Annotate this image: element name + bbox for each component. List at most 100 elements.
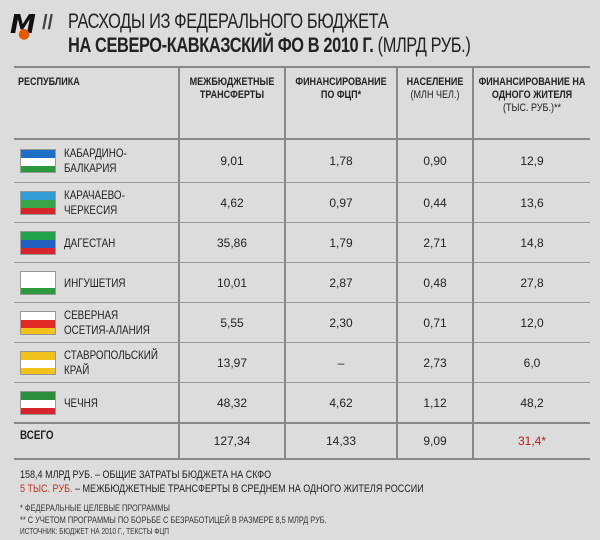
region-flag-icon: [20, 311, 56, 335]
footnote-fcp: * федеральные целевые программы: [20, 502, 590, 514]
header-population: Население (млн чел.): [398, 76, 472, 102]
cell-per-capita: 13,6: [520, 196, 544, 210]
title-line-1: Расходы из федерального бюджета: [68, 10, 389, 33]
column-divider: [472, 66, 474, 460]
table-row: Ингушетия 10,01 2,87 0,48 27,8: [14, 264, 590, 302]
flag-band: [21, 166, 55, 172]
note-average-value: 5 тыс. руб.: [20, 483, 73, 495]
footnote-unemployment: ** с учетом программы по борьбе с безраб…: [20, 514, 590, 526]
region-name-line-1: Северная: [64, 308, 119, 322]
region-name: Дагестан: [64, 236, 127, 251]
logo-dot-icon: ●: [18, 26, 30, 42]
page-title: Расходы из федерального бюджета на Север…: [68, 10, 471, 58]
region-flag-icon: [20, 149, 56, 173]
row-divider: [14, 302, 590, 303]
logo-letter: M: [10, 10, 36, 40]
region-flag-icon: [20, 351, 56, 375]
region-flag-icon: [20, 391, 56, 415]
header-fcp: Финансирование по ФЦП*: [286, 76, 396, 102]
cell-per-capita: 14,8: [520, 236, 544, 250]
flag-band: [21, 320, 55, 328]
table-row: Чечня 48,32 4,62 1,12 48,2: [14, 384, 590, 422]
cell-transfers: 5,55: [220, 316, 244, 330]
cell-population: 0,90: [423, 154, 447, 168]
flag-band: [21, 158, 55, 166]
header-fcp-label: Финансирование по ФЦП*: [295, 76, 387, 101]
header-bottom-line: [14, 138, 590, 140]
flag-band: [21, 408, 55, 414]
flag-band: [21, 248, 55, 254]
flag-band: [21, 200, 55, 208]
region-name: Ингушетия: [64, 276, 139, 291]
column-divider: [284, 66, 286, 460]
header-per-capita-label: Финансирование на одного жителя: [478, 76, 586, 101]
total-fcp: 14,33: [325, 434, 357, 448]
cell-population: 2,73: [423, 356, 447, 370]
cell-per-capita: 12,0: [520, 316, 544, 330]
table-row: Северная Осетия-Алания 5,55 2,30 0,71 12,0: [14, 304, 590, 342]
cell-transfers: 35,86: [216, 236, 248, 250]
column-divider: [396, 66, 398, 460]
cell-population: 0,44: [423, 196, 447, 210]
table-row: Дагестан 35,86 1,79 2,71 14,8: [14, 224, 590, 262]
region-name: Ставропольский край: [64, 348, 179, 378]
flag-band: [21, 288, 55, 294]
total-row: Всего 127,34 14,33 9,09 31,4*: [14, 424, 590, 458]
cell-fcp: 4,62: [329, 396, 353, 410]
title-line-2-text: на Северо-Кавказский ФО в 2010 г.: [68, 34, 374, 57]
header-population-unit: (млн чел.): [410, 89, 460, 101]
title-unit: (млрд руб.): [377, 34, 471, 57]
total-population: 9,09: [423, 434, 447, 448]
title-slashes: //: [42, 12, 54, 34]
table-row: Кабардино- Балкария 9,01 1,78 0,90 12,9: [14, 140, 590, 182]
region-name-line-2: край: [64, 363, 90, 377]
header-transfers-label: Межбюджетные трансферты: [189, 76, 275, 101]
row-divider: [14, 262, 590, 263]
cell-per-capita: 27,8: [520, 276, 544, 290]
flag-band: [21, 400, 55, 408]
notes: 158,4 млрд руб. – общие затраты бюджета …: [20, 468, 590, 538]
flag-band: [21, 352, 55, 360]
row-divider: [14, 222, 590, 223]
cell-fcp: –: [337, 356, 345, 370]
cell-fcp: 2,30: [329, 316, 353, 330]
region-name: Чечня: [64, 396, 105, 411]
region-name-line-2: Черкесия: [64, 203, 118, 217]
flag-band: [21, 280, 55, 288]
footnote-fcp-text: * федеральные целевые программы: [20, 503, 170, 513]
header-population-label: Население: [406, 76, 464, 88]
flag-band: [21, 328, 55, 334]
cell-per-capita: 12,9: [520, 154, 544, 168]
region-name-line-1: Ингушетия: [64, 275, 126, 290]
region-flag-icon: [20, 231, 56, 255]
region-name: Северная Осетия-Алания: [64, 308, 169, 338]
cell-transfers: 10,01: [216, 276, 248, 290]
cell-fcp: 0,97: [329, 196, 353, 210]
cell-population: 2,71: [423, 236, 447, 250]
total-top-line: [14, 422, 590, 424]
region-flag-icon: [20, 191, 56, 215]
cell-population: 0,71: [423, 316, 447, 330]
region-name: Кабардино- Балкария: [64, 146, 141, 176]
total-transfers: 127,34: [213, 434, 251, 448]
region-name-line-1: Кабардино-: [64, 146, 127, 160]
region-flag-icon: [20, 271, 56, 295]
region-name-line-1: Чечня: [64, 395, 98, 410]
cell-per-capita: 48,2: [520, 396, 544, 410]
header-per-capita-unit: (тыс. руб.)**: [502, 102, 562, 114]
region-name-line-1: Ставропольский: [64, 348, 158, 362]
note-average-transfer: 5 тыс. руб. – межбюджетные трансферты в …: [20, 482, 590, 496]
table-row: Ставропольский край 13,97 – 2,73 6,0: [14, 344, 590, 382]
region-name-line-1: Дагестан: [64, 235, 116, 250]
cell-fcp: 1,79: [329, 236, 353, 250]
cell-population: 1,12: [423, 396, 447, 410]
note-total-spend-text: 158,4 млрд руб. – общие затраты бюджета …: [20, 469, 272, 481]
flag-band: [21, 192, 55, 200]
total-label-text: Всего: [20, 428, 54, 442]
cell-transfers: 4,62: [220, 196, 244, 210]
row-divider: [14, 382, 590, 383]
row-divider: [14, 182, 590, 183]
source-text: Источник: бюджет на 2010 г., тексты ФЦП: [20, 527, 169, 536]
budget-table: Республика Межбюджетные трансферты Финан…: [14, 66, 590, 460]
flag-band: [21, 272, 55, 280]
